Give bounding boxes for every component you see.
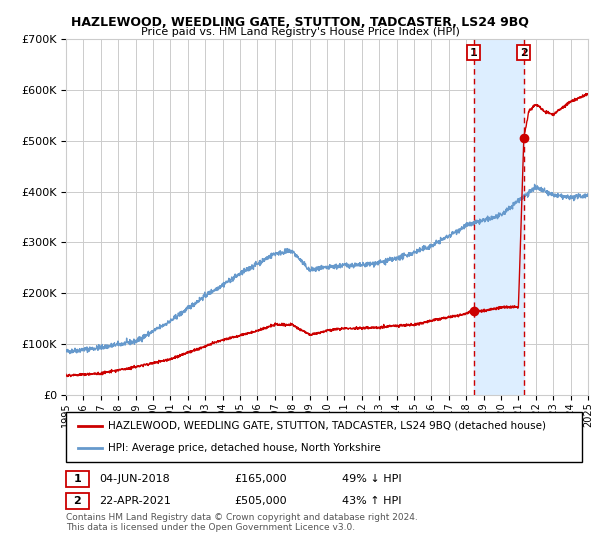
Text: 04-JUN-2018: 04-JUN-2018 [99,474,170,484]
Text: 1: 1 [74,474,81,484]
Text: HAZLEWOOD, WEEDLING GATE, STUTTON, TADCASTER, LS24 9BQ (detached house): HAZLEWOOD, WEEDLING GATE, STUTTON, TADCA… [108,421,546,431]
Text: 43% ↑ HPI: 43% ↑ HPI [342,496,401,506]
Text: £505,000: £505,000 [234,496,287,506]
Text: 49% ↓ HPI: 49% ↓ HPI [342,474,401,484]
Bar [473,39,524,395]
Text: HPI: Average price, detached house, North Yorkshire: HPI: Average price, detached house, Nort… [108,443,381,453]
Text: 2: 2 [520,48,527,58]
Text: 22-APR-2021: 22-APR-2021 [99,496,171,506]
Text: Contains HM Land Registry data © Crown copyright and database right 2024.: Contains HM Land Registry data © Crown c… [66,513,418,522]
Text: £165,000: £165,000 [234,474,287,484]
Text: Price paid vs. HM Land Registry's House Price Index (HPI): Price paid vs. HM Land Registry's House … [140,27,460,37]
Text: 2: 2 [74,496,81,506]
Text: HAZLEWOOD, WEEDLING GATE, STUTTON, TADCASTER, LS24 9BQ: HAZLEWOOD, WEEDLING GATE, STUTTON, TADCA… [71,16,529,29]
Text: This data is licensed under the Open Government Licence v3.0.: This data is licensed under the Open Gov… [66,523,355,532]
Text: 1: 1 [470,48,478,58]
